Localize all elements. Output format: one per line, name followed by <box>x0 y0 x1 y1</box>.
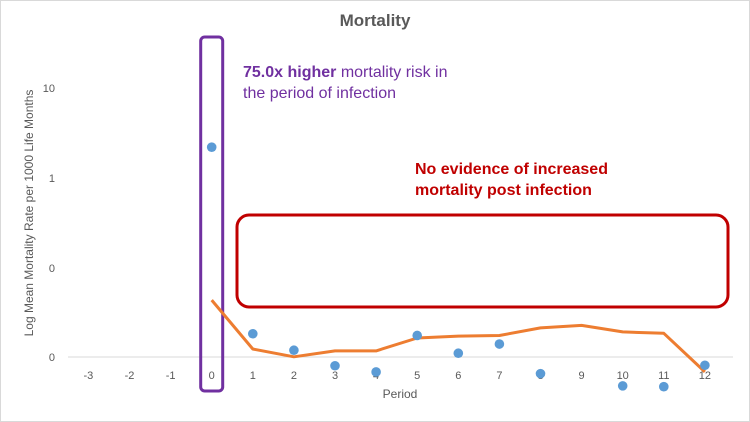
series-points-group <box>206 142 710 392</box>
data-point <box>453 348 464 359</box>
x-tick-label: 10 <box>617 370 629 382</box>
x-tick-label: 9 <box>579 370 585 382</box>
x-tick-label: 1 <box>250 370 256 382</box>
purple-highlight-box <box>199 35 225 393</box>
x-tick-label: 7 <box>496 370 502 382</box>
data-point <box>248 328 258 339</box>
series-line <box>210 299 706 373</box>
x-tick-label: -1 <box>166 370 176 382</box>
series-line-group <box>210 299 706 373</box>
chart-title: Mortality <box>340 11 411 30</box>
x-axis-label: Period <box>383 387 418 401</box>
x-tick-label: 2 <box>291 370 297 382</box>
x-tick-labels: -3-2-10123456789101112 <box>84 370 712 382</box>
y-tick-label: 10 <box>43 83 55 95</box>
x-tick-label: 12 <box>699 370 711 382</box>
annotation-purple-line2: the period of infection <box>243 85 396 102</box>
data-point <box>617 381 628 391</box>
x-tick-label: 11 <box>658 370 669 382</box>
y-axis-label: Log Mean Mortality Rate per 1000 Life Mo… <box>22 90 36 337</box>
x-tick-label: -2 <box>125 370 135 382</box>
data-point <box>659 381 669 392</box>
data-point <box>206 142 217 152</box>
data-point <box>330 360 340 371</box>
x-tick-label: 5 <box>414 370 420 382</box>
data-point <box>289 345 299 356</box>
data-point <box>700 360 710 371</box>
x-tick-label: -3 <box>84 370 94 382</box>
annotation-red-line2: mortality post infection <box>415 182 592 199</box>
annotation-purple-rest: mortality risk in <box>336 64 447 81</box>
annotation-red-line1: No evidence of increased <box>415 161 608 178</box>
data-point <box>535 368 546 379</box>
annotation-purple-bold: 75.0x higher <box>243 64 336 81</box>
data-point <box>371 367 381 377</box>
y-tick-label: 1 <box>49 173 55 185</box>
x-tick-label: 3 <box>332 370 338 382</box>
data-point <box>494 339 505 349</box>
data-point <box>412 330 423 341</box>
annotation-purple-line1: 75.0x higher mortality risk in <box>243 64 448 81</box>
y-tick-label: 0 <box>49 352 55 364</box>
annotation-boxes <box>199 35 730 393</box>
y-tick-labels: 0 0 1 10 <box>43 83 55 364</box>
x-tick-label: 6 <box>455 370 461 382</box>
x-tick-label: 0 <box>209 370 215 382</box>
red-highlight-box <box>235 213 730 309</box>
y-tick-label: 0 <box>49 263 55 275</box>
